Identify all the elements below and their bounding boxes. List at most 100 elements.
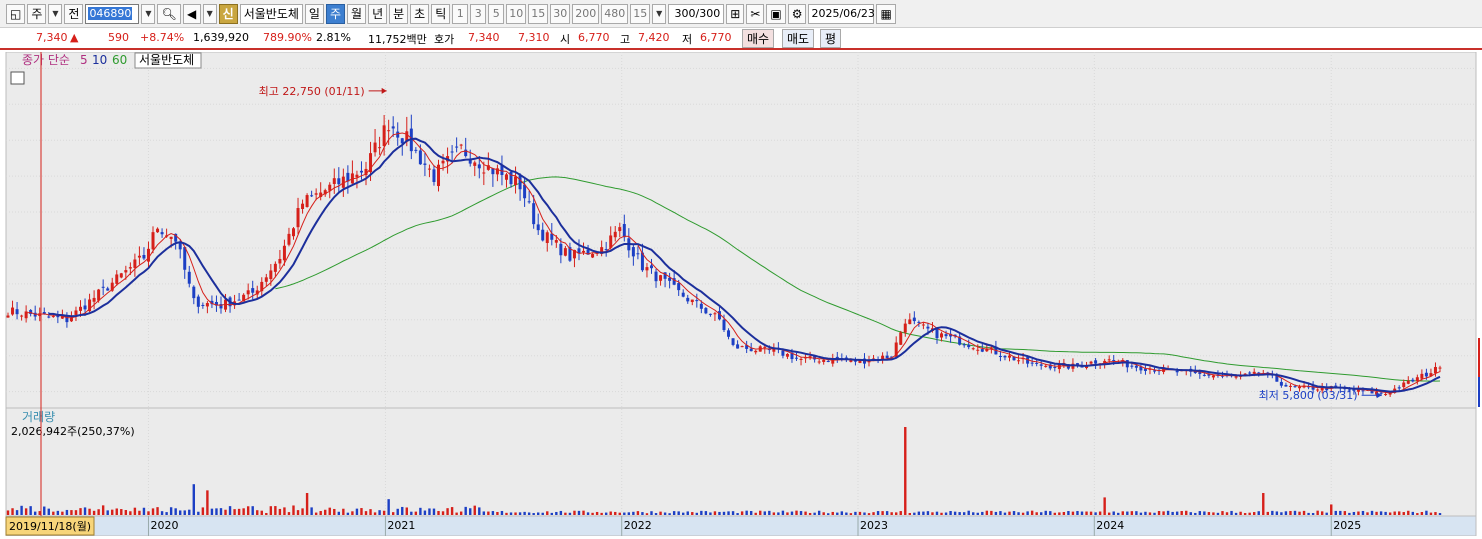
volume-bar [328, 507, 331, 515]
window-icon[interactable]: ◱ [6, 3, 26, 24]
candle-body [903, 323, 907, 333]
volume-bar [1171, 511, 1174, 515]
minute-200[interactable]: 200 [572, 3, 600, 24]
volume-bar [1420, 511, 1424, 515]
minute-30[interactable]: 30 [550, 3, 571, 24]
speaker-icon[interactable]: ◀ [182, 3, 201, 24]
volume-bar [382, 510, 386, 515]
period-second[interactable]: 초 [410, 3, 430, 24]
volume-bar [881, 511, 884, 515]
period-minute[interactable]: 분 [389, 3, 409, 24]
grid [6, 52, 1476, 516]
search-icon[interactable]: 🔍︎ [157, 3, 181, 24]
volume-bar [251, 506, 254, 515]
volume-bar [745, 510, 748, 515]
save-icon[interactable]: ▣ [766, 3, 786, 24]
candle-body [708, 313, 712, 315]
minute-3[interactable]: 3 [470, 3, 487, 24]
eval-button[interactable]: 평 [820, 29, 842, 48]
candle-body [899, 332, 903, 345]
sell-button[interactable]: 매도 [782, 29, 815, 48]
volume-bar [142, 507, 146, 515]
candle-body [1284, 384, 1288, 387]
code-dropdown-icon[interactable]: ▼ [141, 3, 156, 24]
volume-bar [1162, 511, 1165, 515]
candle-body [504, 174, 508, 180]
scope-button[interactable]: 전 [64, 3, 84, 24]
minute-1[interactable]: 1 [452, 3, 469, 24]
volume-bar [124, 510, 128, 515]
candle-body [582, 250, 586, 253]
volume-bar [1175, 511, 1179, 515]
candle-body [921, 324, 925, 326]
volume-bar [1080, 511, 1084, 515]
volume-bar [1207, 512, 1211, 515]
gear-icon[interactable]: ⚙ [787, 3, 807, 24]
period-week[interactable]: 주 [325, 3, 346, 24]
volume-bar [1438, 513, 1442, 515]
candle-body [509, 171, 513, 185]
candle-body [210, 300, 214, 305]
candle-body [1252, 371, 1256, 374]
candle-body [305, 195, 309, 208]
volume-bar [1271, 510, 1274, 515]
volume-bar [636, 511, 640, 515]
minute-5[interactable]: 5 [488, 3, 505, 24]
volume-bar [500, 510, 504, 515]
candle-body [663, 272, 667, 279]
candle-body [341, 176, 345, 188]
volume-bar [854, 511, 857, 515]
volume-bar [527, 512, 531, 515]
minute-15[interactable]: 15 [528, 3, 549, 24]
volume-bar [890, 512, 893, 515]
period-year[interactable]: 년 [368, 3, 388, 24]
candle-body [1153, 370, 1157, 372]
volume-bar [532, 513, 535, 515]
date-input[interactable]: 2025/06/23 [808, 3, 875, 24]
period-tick[interactable]: 틱 [431, 3, 451, 24]
candle-body [364, 168, 368, 176]
candle-settings-icon[interactable]: ⊞ [726, 3, 745, 24]
minute-480[interactable]: 480 [601, 3, 629, 24]
candle-body [187, 271, 191, 284]
interval-select[interactable]: 15 [630, 3, 651, 24]
market-select[interactable]: 주 [27, 3, 47, 24]
grid-toggle-icon[interactable] [10, 71, 25, 85]
volume-bar [1334, 510, 1337, 515]
crosshair-icon[interactable]: ✂ [746, 3, 765, 24]
candle-body [110, 282, 114, 291]
new-button[interactable]: 신 [218, 3, 238, 24]
volume-bar [450, 507, 454, 515]
count-input[interactable]: 300/300 [668, 3, 725, 24]
volume-bar [555, 511, 558, 515]
period-month[interactable]: 월 [347, 3, 367, 24]
minute-10[interactable]: 10 [506, 3, 527, 24]
candle-body [518, 175, 522, 190]
candle-body [437, 164, 441, 187]
stock-chart[interactable]: 2020 2021 2022 2023 2024 2025 종가 단순 5 10 60 서… [0, 51, 1482, 537]
market-dropdown-icon[interactable]: ▼ [48, 3, 63, 24]
interval-dropdown-icon[interactable]: ▼ [652, 3, 667, 24]
volume-bar [917, 511, 921, 515]
volume-bar [799, 511, 803, 515]
period-day[interactable]: 일 [304, 3, 324, 24]
candle-body [613, 231, 617, 238]
calendar-icon[interactable]: ▦ [876, 3, 896, 24]
volume-bar [491, 511, 495, 515]
low-arrowhead [1376, 392, 1382, 399]
volume-bar [441, 511, 445, 515]
volume-bar [541, 512, 544, 515]
candle-body [83, 305, 87, 310]
volume-bar [1275, 511, 1279, 515]
volume-bar [1225, 512, 1229, 515]
candle-body [568, 247, 572, 261]
volume-bar [1370, 510, 1374, 515]
buy-button[interactable]: 매수 [742, 29, 775, 48]
candle-body [926, 326, 930, 329]
code-input[interactable]: 046890 [85, 3, 140, 24]
speaker-dropdown-icon[interactable]: ▼ [202, 3, 217, 24]
open-label: 시 [560, 33, 571, 46]
volume-bar [731, 511, 735, 515]
volume-bar [342, 508, 345, 515]
volume-bar [437, 510, 440, 515]
